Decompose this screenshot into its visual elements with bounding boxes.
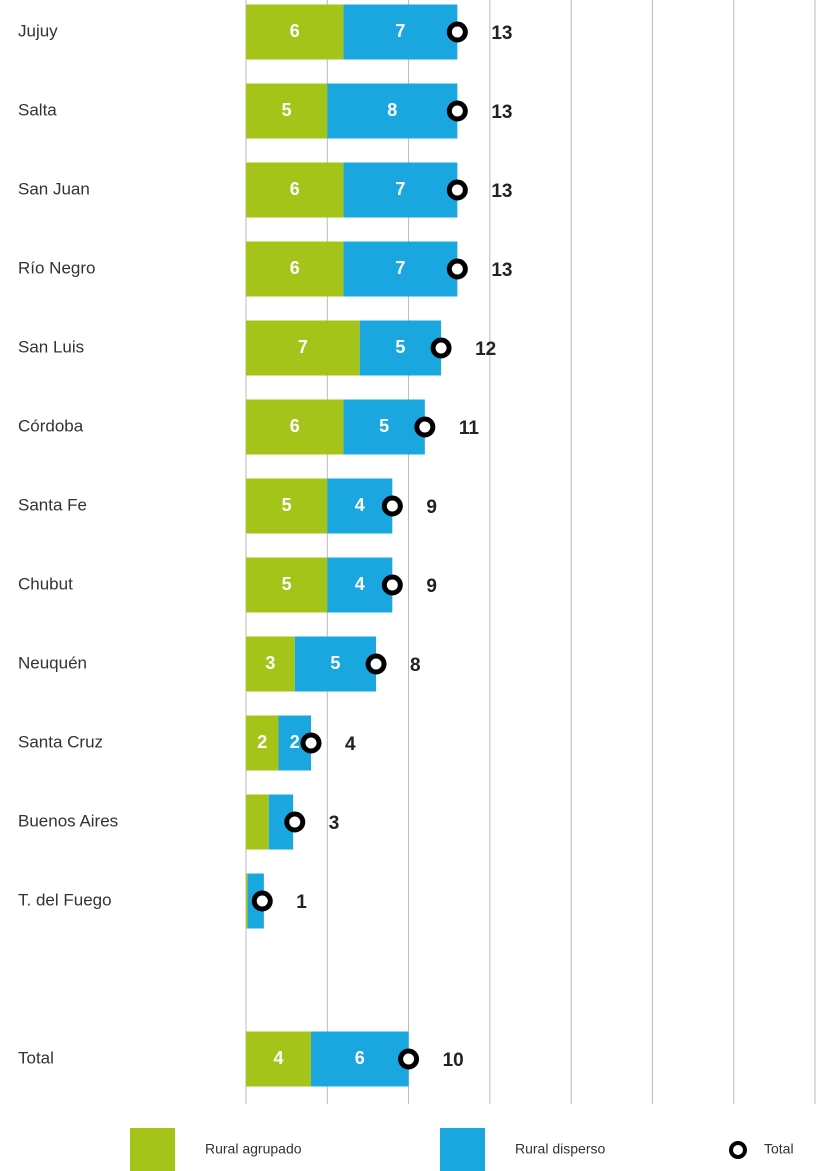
segment-label: 4 bbox=[355, 495, 365, 515]
bar-segment bbox=[246, 873, 248, 929]
bar-segment bbox=[359, 320, 442, 376]
bar-segment bbox=[327, 478, 393, 534]
segment-label: 8 bbox=[387, 100, 397, 120]
bar-segment bbox=[246, 715, 279, 771]
total-label: 13 bbox=[491, 102, 512, 123]
segment-label: 6 bbox=[355, 1048, 365, 1068]
bar-segment bbox=[246, 4, 344, 60]
segment-label: 4 bbox=[355, 574, 365, 594]
total-label: 4 bbox=[345, 734, 356, 755]
bar-segment bbox=[343, 4, 458, 60]
bar-segment bbox=[246, 478, 328, 534]
segment-label: 6 bbox=[290, 416, 300, 436]
total-label: 13 bbox=[491, 260, 512, 281]
segment-label: 7 bbox=[298, 337, 308, 357]
category-label: Córdoba bbox=[18, 416, 84, 435]
total-marker bbox=[414, 416, 436, 438]
total-marker bbox=[300, 732, 322, 754]
total-label: 1 bbox=[296, 892, 307, 913]
bar-segment bbox=[246, 241, 344, 297]
bar-segment bbox=[246, 320, 360, 376]
total-label: 11 bbox=[459, 418, 480, 439]
legend-swatch bbox=[440, 1128, 485, 1171]
bar-segment bbox=[246, 162, 344, 218]
total-label: 13 bbox=[491, 23, 512, 44]
segment-label: 4 bbox=[274, 1048, 284, 1068]
bar-segment bbox=[343, 399, 425, 455]
total-marker bbox=[430, 337, 452, 359]
category-label: Total bbox=[18, 1048, 54, 1067]
bar-segment bbox=[246, 794, 269, 850]
segment-label: 5 bbox=[330, 653, 340, 673]
bar-segment bbox=[343, 162, 458, 218]
total-label: 8 bbox=[410, 655, 421, 676]
total-marker bbox=[398, 1048, 420, 1070]
segment-label: 6 bbox=[290, 179, 300, 199]
category-label: Santa Fe bbox=[18, 495, 87, 514]
bar-segment bbox=[246, 557, 328, 613]
segment-label: 2 bbox=[290, 732, 300, 752]
segment-label: 5 bbox=[282, 574, 292, 594]
segment-label: 7 bbox=[395, 21, 405, 41]
total-marker bbox=[381, 495, 403, 517]
category-label: Jujuy bbox=[18, 21, 58, 40]
segment-label: 6 bbox=[290, 21, 300, 41]
segment-label: 5 bbox=[282, 100, 292, 120]
total-marker bbox=[446, 179, 468, 201]
total-label: 3 bbox=[329, 813, 340, 834]
total-label: 10 bbox=[443, 1050, 464, 1071]
legend-swatch bbox=[130, 1128, 175, 1171]
bar-segment bbox=[246, 83, 328, 139]
legend-label: Rural agrupado bbox=[205, 1141, 302, 1157]
category-label: Chubut bbox=[18, 574, 73, 593]
segment-label: 5 bbox=[379, 416, 389, 436]
bar-segment bbox=[327, 83, 458, 139]
segment-label: 7 bbox=[395, 179, 405, 199]
category-label: Neuquén bbox=[18, 653, 87, 672]
total-label: 9 bbox=[426, 576, 437, 597]
legend-label: Rural disperso bbox=[515, 1141, 605, 1157]
category-label: Buenos Aires bbox=[18, 811, 118, 830]
total-marker bbox=[381, 574, 403, 596]
category-label: San Luis bbox=[18, 337, 84, 356]
category-label: Río Negro bbox=[18, 258, 95, 277]
bar-segment bbox=[311, 1031, 409, 1087]
total-marker bbox=[251, 890, 273, 912]
category-label: T. del Fuego bbox=[18, 890, 112, 909]
total-marker bbox=[284, 811, 306, 833]
segment-label: 6 bbox=[290, 258, 300, 278]
category-label: San Juan bbox=[18, 179, 90, 198]
total-marker bbox=[446, 100, 468, 122]
legend-label: Total bbox=[764, 1141, 794, 1157]
segment-label: 2 bbox=[257, 732, 267, 752]
bar-segment bbox=[327, 557, 393, 613]
segment-label: 5 bbox=[282, 495, 292, 515]
legend-marker bbox=[729, 1141, 747, 1159]
total-label: 13 bbox=[491, 181, 512, 202]
total-marker bbox=[446, 258, 468, 280]
segment-label: 3 bbox=[265, 653, 275, 673]
segment-label: 7 bbox=[395, 258, 405, 278]
category-label: Santa Cruz bbox=[18, 732, 103, 751]
total-label: 9 bbox=[426, 497, 437, 518]
total-label: 12 bbox=[475, 339, 496, 360]
category-label: Salta bbox=[18, 100, 57, 119]
bar-segment bbox=[343, 241, 458, 297]
bar-segment bbox=[294, 636, 377, 692]
bar-segment bbox=[246, 399, 344, 455]
segment-label: 5 bbox=[395, 337, 405, 357]
total-marker bbox=[446, 21, 468, 43]
bar-segment bbox=[246, 1031, 312, 1087]
bar-segment bbox=[246, 636, 295, 692]
total-marker bbox=[365, 653, 387, 675]
